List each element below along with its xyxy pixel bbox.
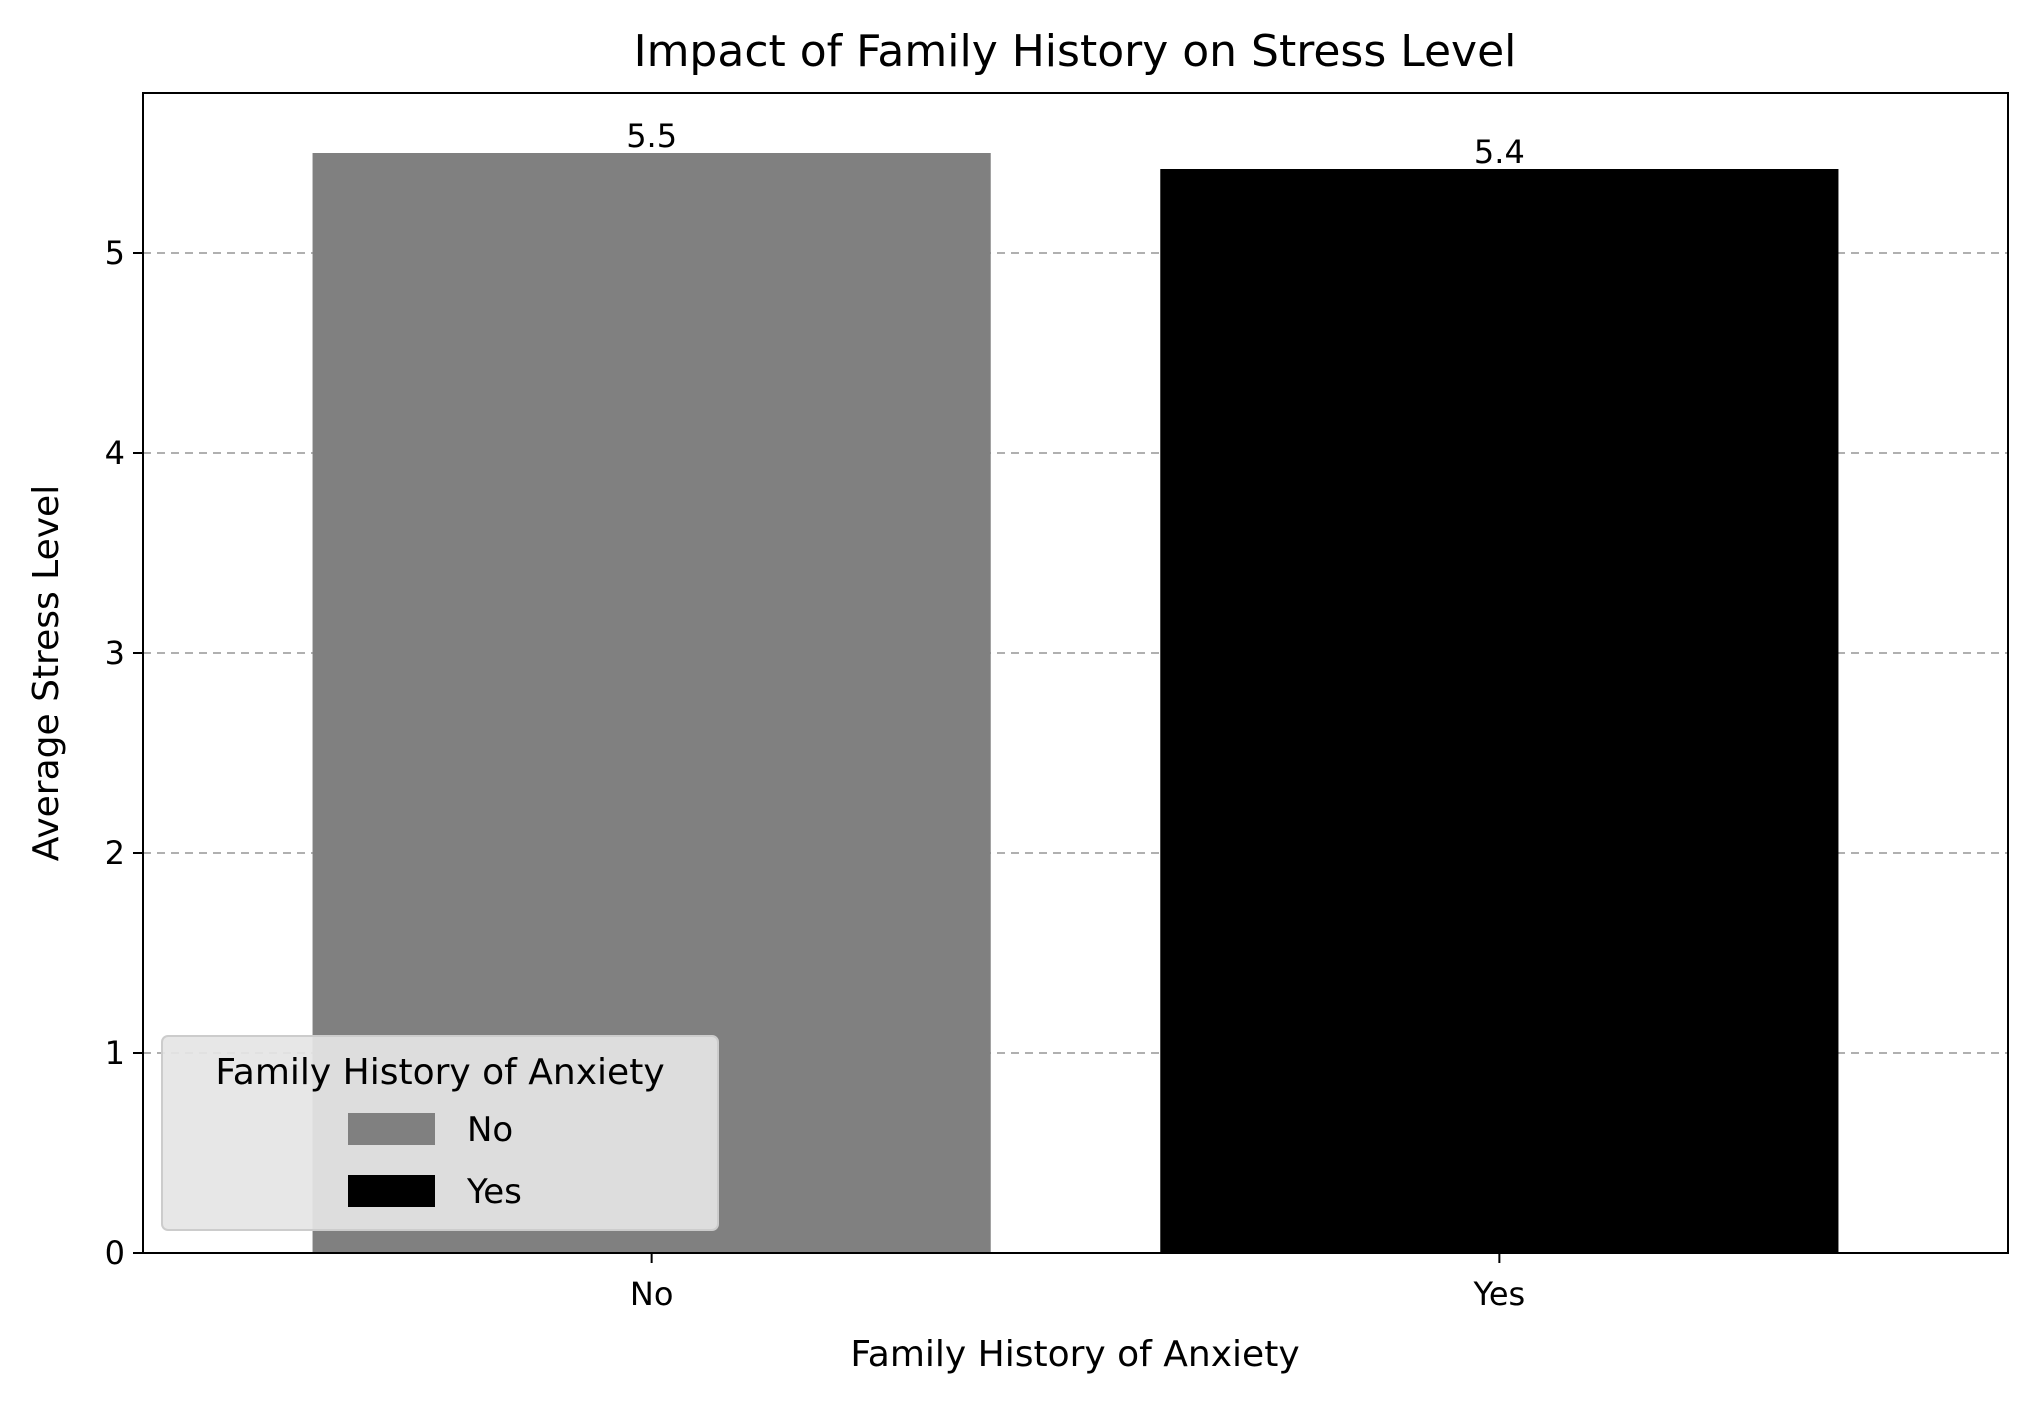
x-axis-ticks: No Yes [630,1253,1525,1313]
x-axis-label: Family History of Anxiety [850,1334,1299,1375]
y-tick-label-5: 5 [105,234,125,272]
y-tick-label-1: 1 [105,1034,125,1072]
bar-data-labels: 5.5 5.4 [626,117,1525,171]
legend-swatch-no [348,1113,435,1145]
y-tick-label-0: 0 [105,1234,125,1272]
bar-label-no: 5.5 [626,117,677,155]
y-tick-label-2: 2 [105,834,125,872]
y-axis-ticks: 0 1 2 3 4 5 [105,234,143,1272]
bar-label-yes: 5.4 [1474,133,1525,171]
legend-title: Family History of Anxiety [215,1052,664,1093]
y-tick-label-4: 4 [105,434,125,472]
legend-label-no: No [467,1110,513,1150]
legend: Family History of Anxiety No Yes [161,1035,719,1231]
y-axis-label: Average Stress Level [26,485,67,861]
legend-swatch-yes [348,1175,435,1207]
y-tick-label-3: 3 [105,634,125,672]
legend-label-yes: Yes [466,1172,522,1212]
bars [312,153,1839,1253]
chart-title: Impact of Family History on Stress Level [634,26,1517,77]
bar-yes [1160,169,1839,1253]
plot-frame [142,92,2009,1254]
x-tick-label-yes: Yes [1473,1275,1526,1313]
legend-box [161,1035,719,1231]
x-tick-label-no: No [630,1275,674,1313]
